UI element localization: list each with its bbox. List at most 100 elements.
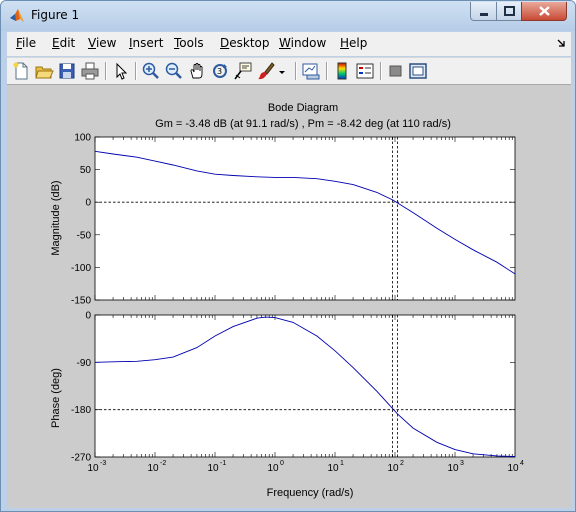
phase-xtick-exponent: 4: [520, 460, 524, 467]
close-button[interactable]: [521, 2, 567, 21]
menu-tools[interactable]: Tools: [174, 36, 204, 50]
zoom-in-icon: [142, 62, 159, 79]
brush-icon: [258, 62, 275, 80]
menu-file[interactable]: File: [16, 36, 37, 50]
data-cursor-button[interactable]: [233, 61, 253, 81]
frequency-xlabel: Frequency (rad/s): [267, 487, 354, 499]
phase-plot-area: [94, 314, 516, 458]
phase-xtick-label: 10: [327, 463, 339, 474]
zoom-in-button[interactable]: [141, 61, 161, 81]
toolbar-separator: [135, 62, 137, 80]
open-file-button[interactable]: [34, 61, 54, 81]
mag-ytick-label: -50: [77, 230, 92, 241]
mag-ytick-label: 0: [85, 198, 91, 209]
menu-edit[interactable]: Edit: [52, 36, 76, 50]
save-icon: [59, 63, 75, 79]
data-cursor-icon: [234, 62, 252, 80]
phase-xtick-exponent: 1: [340, 460, 344, 467]
minimize-button[interactable]: [470, 2, 497, 21]
show-plot-tools-icon: [409, 63, 427, 79]
edit-plot-button[interactable]: [111, 61, 131, 81]
link-plot-button[interactable]: [301, 61, 321, 81]
brush-dropdown-icon: [279, 71, 285, 74]
show-plot-tools-button[interactable]: [408, 61, 428, 81]
mag-ytick-label: 100: [74, 133, 91, 144]
edit-plot-icon: [116, 62, 128, 80]
rotate-3d-button[interactable]: 3: [210, 61, 230, 81]
menu-bar: File Edit View Insert Tools Desktop Wind…: [7, 32, 571, 56]
minimize-icon: [480, 13, 488, 16]
phase-ytick-label: 0: [85, 311, 91, 322]
hide-plot-tools-button[interactable]: [386, 61, 406, 81]
toolbar-separator: [380, 62, 382, 80]
phase-ylabel: Phase (deg): [50, 368, 62, 428]
figure-canvas[interactable]: Bode Diagram Gm = -3.48 dB (at 91.1 rad/…: [7, 84, 571, 508]
phase-xtick-exponent: -3: [100, 460, 106, 467]
phase-xtick-label: 10: [207, 463, 219, 474]
phase-xtick-label: 10: [147, 463, 159, 474]
phase-ytick-label: -270: [71, 453, 91, 464]
insert-legend-icon: [356, 63, 374, 79]
brush-button[interactable]: [256, 61, 276, 81]
mag-series-line: [94, 150, 516, 275]
menu-window[interactable]: Window: [279, 36, 327, 50]
phase-series-line: [94, 316, 516, 457]
maximize-button[interactable]: [496, 2, 522, 21]
phase-xtick-label: 10: [387, 463, 399, 474]
new-figure-icon: [13, 62, 28, 80]
toolbar-separator: [105, 62, 107, 80]
phase-xtick-exponent: 3: [460, 460, 464, 467]
new-figure-button[interactable]: [11, 61, 31, 81]
title-bar[interactable]: Figure 1: [1, 1, 575, 31]
phase-ytick-label: -90: [77, 358, 92, 369]
mag-ytick-label: -100: [71, 263, 91, 274]
menu-insert[interactable]: Insert: [129, 36, 164, 50]
phase-ytick-label: -180: [71, 405, 91, 416]
toolbar-separator: [295, 62, 297, 80]
matlab-icon: [10, 9, 24, 22]
zoom-out-button[interactable]: [164, 61, 184, 81]
chart-title: Bode Diagram: [268, 102, 338, 114]
mag-plot-area: [94, 136, 516, 301]
bode-plot[interactable]: Bode Diagram Gm = -3.48 dB (at 91.1 rad/…: [7, 85, 571, 508]
print-icon: [81, 62, 99, 80]
menu-help[interactable]: Help: [340, 36, 368, 50]
phase-xtick-exponent: -1: [220, 460, 226, 467]
zoom-out-icon: [165, 62, 182, 79]
phase-xtick-label: 10: [507, 463, 519, 474]
insert-colorbar-icon: [337, 62, 347, 80]
rotate-3d-icon: 3: [213, 64, 227, 78]
phase-xtick-label: 10: [267, 463, 279, 474]
dock-figure-icon[interactable]: [557, 38, 567, 48]
phase-xtick-exponent: 0: [280, 460, 284, 467]
brush-dropdown-button[interactable]: [277, 61, 287, 81]
chart-subtitle: Gm = -3.48 dB (at 91.1 rad/s) , Pm = -8.…: [155, 118, 451, 130]
phase-xtick-label: 10: [447, 463, 459, 474]
phase-xtick-exponent: 2: [400, 460, 404, 467]
svg-text:3: 3: [217, 67, 222, 76]
mag-ytick-label: -150: [71, 296, 91, 307]
figure-toolbar: 3: [7, 57, 571, 84]
phase-xtick-label: 10: [87, 463, 99, 474]
window-title: Figure 1: [31, 8, 80, 22]
pan-button[interactable]: [187, 61, 207, 81]
save-button[interactable]: [57, 61, 77, 81]
mag-ytick-label: 50: [80, 165, 92, 176]
magnitude-ylabel: Magnitude (dB): [50, 180, 62, 255]
close-icon: [539, 6, 550, 16]
insert-colorbar-button[interactable]: [332, 61, 352, 81]
menu-view[interactable]: View: [88, 36, 117, 50]
phase-xtick-exponent: -2: [160, 460, 166, 467]
hide-plot-tools-icon: [389, 65, 402, 77]
insert-legend-button[interactable]: [355, 61, 375, 81]
maximize-icon: [504, 6, 515, 16]
toolbar-separator: [326, 62, 328, 80]
magnitude-axes[interactable]: 100 50 0 -50 -100 -150: [71, 133, 516, 307]
open-file-icon: [35, 66, 54, 79]
pan-icon: [190, 63, 203, 79]
print-button[interactable]: [80, 61, 100, 81]
menu-desktop[interactable]: Desktop: [220, 36, 270, 50]
link-plot-icon: [302, 63, 320, 80]
